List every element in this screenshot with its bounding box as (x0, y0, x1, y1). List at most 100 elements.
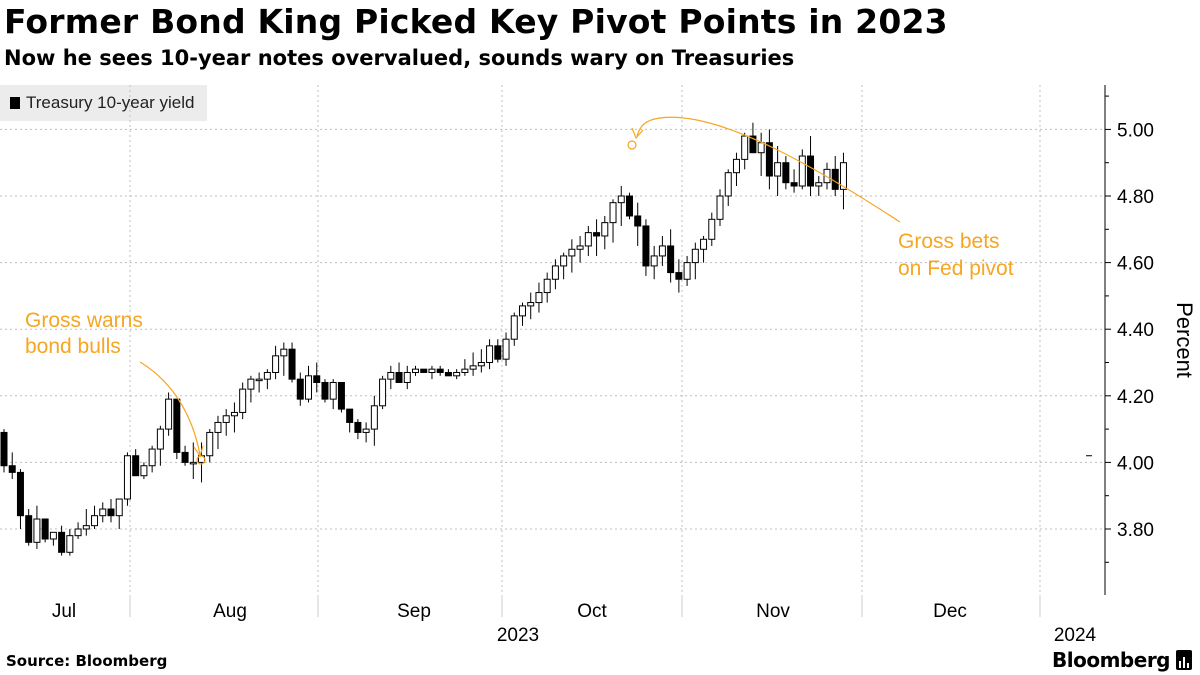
candle-body (708, 218, 716, 240)
candle-body (518, 305, 526, 317)
candle-body (444, 371, 452, 377)
candle-body (395, 371, 403, 383)
candle-body (181, 451, 189, 463)
candle-body (798, 155, 806, 187)
candle-body (387, 371, 395, 380)
candle-body (305, 375, 313, 400)
candle-body (568, 248, 576, 257)
y-tick-label: 4.20 (1117, 387, 1154, 408)
y-tick-label: 4.60 (1117, 254, 1154, 275)
candle-body (379, 378, 387, 407)
candle-body (156, 428, 164, 450)
annotation-marker (196, 455, 206, 465)
annotation-line: on Fed pivot (898, 257, 1014, 280)
candle-body (41, 518, 49, 540)
annotation-line: bond bulls (25, 335, 121, 358)
candle-body (461, 368, 469, 373)
candle-body (815, 182, 823, 187)
candle-body (25, 515, 33, 543)
annotation-arrowhead (631, 127, 644, 140)
candle-body (700, 238, 708, 250)
annotation-gross-bets: Gross bets on Fed pivot (898, 230, 1014, 280)
candle-body (255, 378, 263, 382)
candle-body (362, 428, 370, 433)
candle-body (469, 365, 477, 370)
candle-body (214, 421, 222, 433)
candle-body (551, 265, 559, 280)
candle-body (642, 225, 650, 267)
candle-body (403, 371, 411, 383)
candle-body (247, 378, 255, 390)
candle-body (749, 135, 757, 154)
candle-body (412, 368, 419, 373)
candle-body (510, 315, 518, 340)
candle-body (370, 405, 378, 430)
candle-body (337, 381, 345, 410)
candle-body (8, 465, 16, 473)
legend-label: Treasury 10-year yield (26, 93, 195, 112)
x-month-label: Jul (52, 601, 76, 622)
candle-body (82, 525, 90, 530)
x-month-label: Aug (213, 601, 247, 622)
candle-body (33, 518, 41, 543)
x-month-label: Dec (933, 601, 967, 622)
candle-body (486, 345, 494, 364)
annotation-arrow (636, 116, 901, 223)
candle-body (724, 172, 732, 197)
candle-body (420, 368, 428, 373)
candle-body (49, 531, 57, 540)
candle-body (782, 162, 790, 184)
candle-body (477, 362, 485, 367)
candle-body (165, 398, 173, 430)
annotation-marker (627, 140, 637, 150)
candle-body (732, 158, 740, 174)
candle-body (658, 245, 666, 257)
candle-body (839, 162, 847, 190)
x-year-label: 2024 (1054, 625, 1097, 646)
candle-body (560, 255, 568, 267)
candle-body (428, 368, 436, 373)
candle-body (99, 508, 107, 517)
candle-body (272, 355, 280, 373)
candle-body (74, 528, 82, 537)
candle-body (593, 232, 601, 237)
brand-logo: Bloomberg (1052, 648, 1192, 672)
candle-body (346, 408, 354, 423)
candle-body (757, 142, 765, 154)
legend-swatch (10, 97, 20, 109)
candle-body (543, 278, 551, 294)
chart-subtitle: Now he sees 10-year notes overvalued, so… (4, 46, 795, 70)
y-tick-label: 4.00 (1117, 453, 1154, 474)
chart-title: Former Bond King Picked Key Pivot Points… (4, 2, 948, 41)
y-tick-label: 4.40 (1117, 320, 1154, 341)
candle-body (222, 415, 230, 423)
annotation-arrow (139, 361, 201, 456)
candle-body (91, 515, 99, 527)
candle-body (313, 375, 321, 383)
candle-body (16, 471, 24, 517)
annotation-gross-warns: Gross warns bond bulls (25, 309, 143, 358)
y-axis-title: Percent (1172, 302, 1197, 378)
candle-body (296, 378, 304, 400)
candle-body (774, 162, 782, 177)
annotation-line: Gross bets (898, 230, 1000, 253)
candle-body (683, 262, 691, 280)
candle-body (823, 168, 831, 184)
candle-body (716, 195, 724, 220)
candle-body (831, 168, 839, 190)
y-tick-label: 4.80 (1117, 187, 1154, 208)
candle-body (765, 142, 773, 177)
candle-body (502, 338, 510, 360)
brand-wordmark: Bloomberg (1052, 648, 1170, 672)
candle-body (790, 182, 798, 187)
candle-body (140, 465, 148, 477)
candle-body (239, 388, 247, 413)
legend: Treasury 10-year yield (0, 85, 207, 121)
candle-body (494, 345, 502, 360)
source-note: Source: Bloomberg (6, 652, 168, 670)
candle-body (58, 531, 66, 553)
candle-body (115, 498, 123, 517)
candle-body (667, 245, 675, 274)
candle-body (321, 381, 329, 400)
candle-body (535, 292, 543, 304)
